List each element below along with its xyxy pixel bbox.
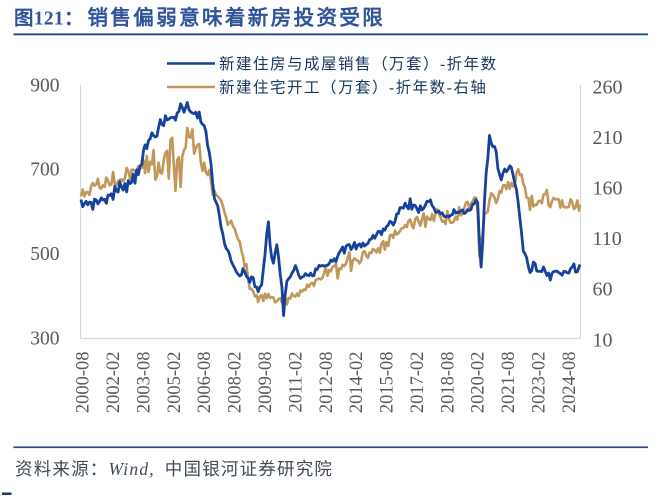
svg-text:新建住宅开工（万套）-折年数-右轴: 新建住宅开工（万套）-折年数-右轴 xyxy=(219,79,487,97)
svg-text:260: 260 xyxy=(593,76,623,98)
svg-text:2015-08: 2015-08 xyxy=(378,352,398,414)
svg-text:销售偏弱意味着新房投资受限: 销售偏弱意味着新房投资受限 xyxy=(88,6,386,30)
svg-text:2017-02: 2017-02 xyxy=(408,352,428,414)
svg-text:500: 500 xyxy=(30,244,59,265)
svg-text:60: 60 xyxy=(593,279,613,301)
svg-text:2000-08: 2000-08 xyxy=(74,352,94,414)
svg-text:2018-08: 2018-08 xyxy=(438,352,458,414)
svg-text:2008-02: 2008-02 xyxy=(226,352,246,414)
svg-text:2020-02: 2020-02 xyxy=(469,352,489,414)
svg-text:2014-02: 2014-02 xyxy=(347,352,367,414)
svg-text:2006-08: 2006-08 xyxy=(195,352,215,414)
svg-text:2005-02: 2005-02 xyxy=(165,352,185,414)
svg-text:2023-02: 2023-02 xyxy=(530,352,550,414)
svg-text:2011-02: 2011-02 xyxy=(286,352,306,413)
svg-text:资料来源：Wind, 中国银河证券研究院: 资料来源：Wind, 中国银河证券研究院 xyxy=(15,459,333,479)
svg-text:2002-02: 2002-02 xyxy=(104,352,124,414)
svg-text:新建住房与成屋销售（万套）-折年数: 新建住房与成屋销售（万套）-折年数 xyxy=(219,55,498,73)
svg-text:300: 300 xyxy=(30,328,59,349)
svg-text:2012-08: 2012-08 xyxy=(317,352,337,414)
svg-text:2024-08: 2024-08 xyxy=(560,352,580,414)
svg-text:10: 10 xyxy=(593,329,613,351)
svg-text:2003-08: 2003-08 xyxy=(135,352,155,414)
svg-text:2021-08: 2021-08 xyxy=(499,352,519,414)
svg-text:2009-08: 2009-08 xyxy=(256,352,276,414)
svg-text:700: 700 xyxy=(30,160,59,181)
svg-text:160: 160 xyxy=(593,178,623,200)
svg-text:110: 110 xyxy=(593,228,622,250)
svg-text:210: 210 xyxy=(593,127,623,149)
svg-text:900: 900 xyxy=(30,75,59,96)
svg-text:图121：: 图121： xyxy=(14,8,84,30)
